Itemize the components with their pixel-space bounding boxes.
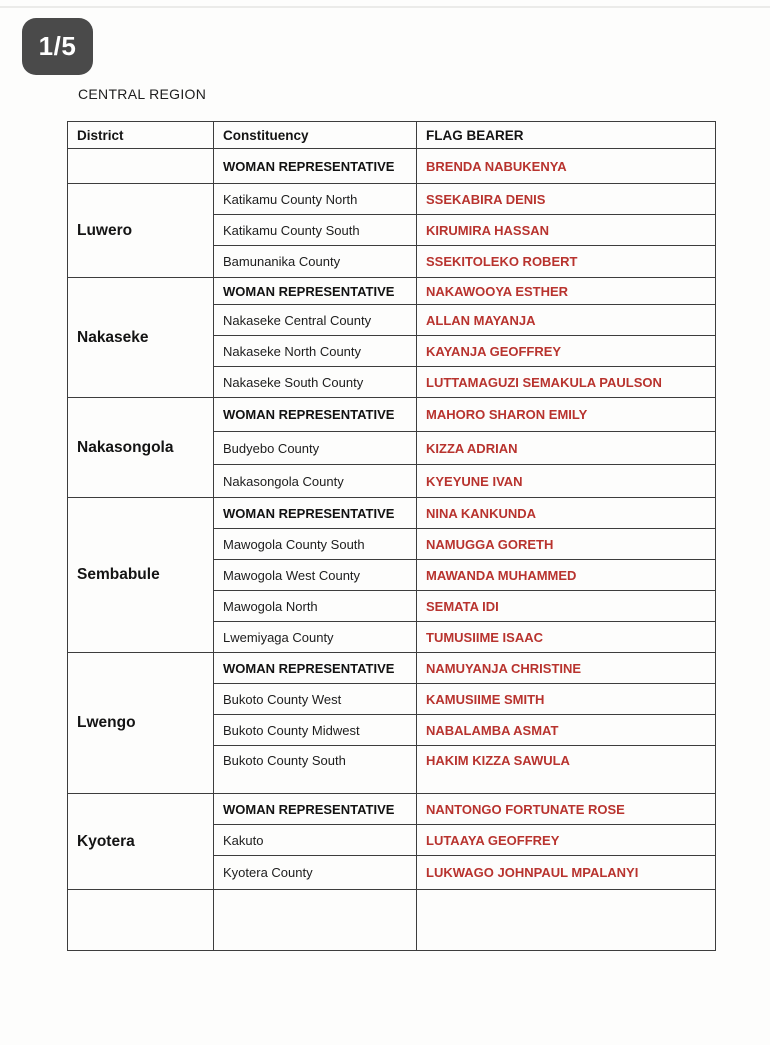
constituency-cell: Nakaseke South County xyxy=(213,366,417,398)
column-header-flag-bearer: FLAG BEARER xyxy=(416,121,716,149)
flag-bearer-cell: MAWANDA MUHAMMED xyxy=(416,559,716,591)
constituency-cell: WOMAN REPRESENTATIVE xyxy=(213,277,417,305)
table-row: Mawogola County South NAMUGGA GORETH xyxy=(68,528,716,560)
district-cell: Nakaseke xyxy=(67,277,214,398)
constituency-cell: Nakaseke Central County xyxy=(213,304,417,336)
table-row: Bamunanika County SSEKITOLEKO ROBERT xyxy=(68,245,716,278)
flag-bearer-cell: KYEYUNE IVAN xyxy=(416,464,716,498)
constituency-cell: Nakasongola County xyxy=(213,464,417,498)
table-row: Bukoto County Midwest NABALAMBA ASMAT xyxy=(68,714,716,746)
flag-bearer-cell: ALLAN MAYANJA xyxy=(416,304,716,336)
table-row: Nakaseke South County LUTTAMAGUZI SEMAKUL… xyxy=(68,366,716,398)
flag-bearer-cell: MAHORO SHARON EMILY xyxy=(416,397,716,432)
constituency-cell: Katikamu County South xyxy=(213,214,417,246)
constituency-cell: Mawogola County South xyxy=(213,528,417,560)
district-cell: Luwero xyxy=(67,183,214,278)
constituency-cell: Katikamu County North xyxy=(213,183,417,215)
table-row: Kakuto LUTAAYA GEOFFREY xyxy=(68,824,716,856)
table-body: WOMAN REPRESENTATIVE BRENDA NABUKENYA Luwe… xyxy=(67,148,716,951)
flag-bearer-cell: LUTTAMAGUZI SEMAKULA PAULSON xyxy=(416,366,716,398)
table-row: Luwero Katikamu County North SSEKABIRA DEN… xyxy=(67,183,716,278)
constituency-cell: Budyebo County xyxy=(213,431,417,465)
table-row: Mawogola North SEMATA IDI xyxy=(68,590,716,622)
constituency-cell: Mawogola West County xyxy=(213,559,417,591)
flag-bearer-cell: SSEKITOLEKO ROBERT xyxy=(416,245,716,278)
flag-bearer-cell: NAMUYANJA CHRISTINE xyxy=(416,652,716,684)
constituency-cell: Kyotera County xyxy=(213,855,417,890)
constituency-cell: Bukoto County Midwest xyxy=(213,714,417,746)
flag-bearer-cell: NAKAWOOYA ESTHER xyxy=(416,277,716,305)
flag-bearer-cell: KAMUSIIME SMITH xyxy=(416,683,716,715)
table-row: Nakasongola WOMAN REPRESENTATIVE MAHORO SH… xyxy=(67,397,716,498)
flag-bearer-cell: LUKWAGO JOHNPAUL MPALANYI xyxy=(416,855,716,890)
constituency-cell xyxy=(213,889,417,951)
page-indicator-badge: 1/5 xyxy=(22,18,93,75)
flag-bearer-cell: NAMUGGA GORETH xyxy=(416,528,716,560)
flag-bearer-cell: NABALAMBA ASMAT xyxy=(416,714,716,746)
flag-bearer-cell: SEMATA IDI xyxy=(416,590,716,622)
constituency-cell: Kakuto xyxy=(213,824,417,856)
table-row: Nakaseke North County KAYANJA GEOFFREY xyxy=(68,335,716,367)
flag-bearer-cell: KIZZA ADRIAN xyxy=(416,431,716,465)
column-header-constituency: Constituency xyxy=(213,121,417,149)
table-row: Budyebo County KIZZA ADRIAN xyxy=(68,431,716,465)
constituency-cell: WOMAN REPRESENTATIVE xyxy=(213,148,417,184)
page-top-divider xyxy=(0,6,770,8)
flag-bearer-cell: NINA KANKUNDA xyxy=(416,497,716,529)
constituency-cell: WOMAN REPRESENTATIVE xyxy=(213,397,417,432)
table-header: District Constituency FLAG BEARER xyxy=(67,121,716,149)
district-cell: Kyotera xyxy=(67,793,214,890)
flag-bearer-cell: SSEKABIRA DENIS xyxy=(416,183,716,215)
table-row xyxy=(67,889,716,951)
constituency-cell: Bukoto County South xyxy=(213,745,417,794)
district-cell: Sembabule xyxy=(67,497,214,653)
flag-bearer-cell: KAYANJA GEOFFREY xyxy=(416,335,716,367)
constituency-cell: Mawogola North xyxy=(213,590,417,622)
header-row: District Constituency FLAG BEARER xyxy=(67,121,716,149)
constituency-cell: WOMAN REPRESENTATIVE xyxy=(213,793,417,825)
table-row: Lwengo WOMAN REPRESENTATIVE NAMUYANJA CHRI… xyxy=(67,652,716,794)
district-cell xyxy=(67,148,214,184)
constituency-cell: Bamunanika County xyxy=(213,245,417,278)
table-row: Katikamu County South KIRUMIRA HASSAN xyxy=(68,214,716,246)
table-row: Nakasongola County KYEYUNE IVAN xyxy=(68,464,716,498)
flag-bearer-cell: HAKIM KIZZA SAWULA xyxy=(416,745,716,794)
page-title: CENTRAL REGION xyxy=(78,86,207,102)
flag-bearer-cell: BRENDA NABUKENYA xyxy=(416,148,716,184)
constituency-cell: Nakaseke North County xyxy=(213,335,417,367)
column-header-district: District xyxy=(67,121,214,149)
constituency-cell: Bukoto County West xyxy=(213,683,417,715)
table-row: Sembabule WOMAN REPRESENTATIVE NINA KANKUN… xyxy=(67,497,716,653)
table-row: Kyotera WOMAN REPRESENTATIVE NANTONGO FORT… xyxy=(67,793,716,890)
district-cell xyxy=(67,889,214,951)
district-cell: Nakasongola xyxy=(67,397,214,498)
table-row: Bukoto County West KAMUSIIME SMITH xyxy=(68,683,716,715)
district-cell: Lwengo xyxy=(67,652,214,794)
flag-bearer-cell: NANTONGO FORTUNATE ROSE xyxy=(416,793,716,825)
flag-bearer-cell: TUMUSIIME ISAAC xyxy=(416,621,716,653)
flag-bearers-table: District Constituency FLAG BEARER WOMAN … xyxy=(67,121,716,951)
table-row: Nakaseke WOMAN REPRESENTATIVE NAKAWOOYA ES… xyxy=(67,277,716,398)
constituency-cell: WOMAN REPRESENTATIVE xyxy=(213,497,417,529)
flag-bearer-cell xyxy=(416,889,716,951)
constituency-cell: Lwemiyaga County xyxy=(213,621,417,653)
flag-bearer-cell: KIRUMIRA HASSAN xyxy=(416,214,716,246)
table-row: WOMAN REPRESENTATIVE BRENDA NABUKENYA xyxy=(67,148,716,184)
constituency-cell: WOMAN REPRESENTATIVE xyxy=(213,652,417,684)
flag-bearer-cell: LUTAAYA GEOFFREY xyxy=(416,824,716,856)
table-row: Nakaseke Central County ALLAN MAYANJA xyxy=(68,304,716,336)
table-row: Bukoto County South HAKIM KIZZA SAWULA xyxy=(68,745,716,794)
table-row: Kyotera County LUKWAGO JOHNPAUL MPALANYI xyxy=(68,855,716,890)
